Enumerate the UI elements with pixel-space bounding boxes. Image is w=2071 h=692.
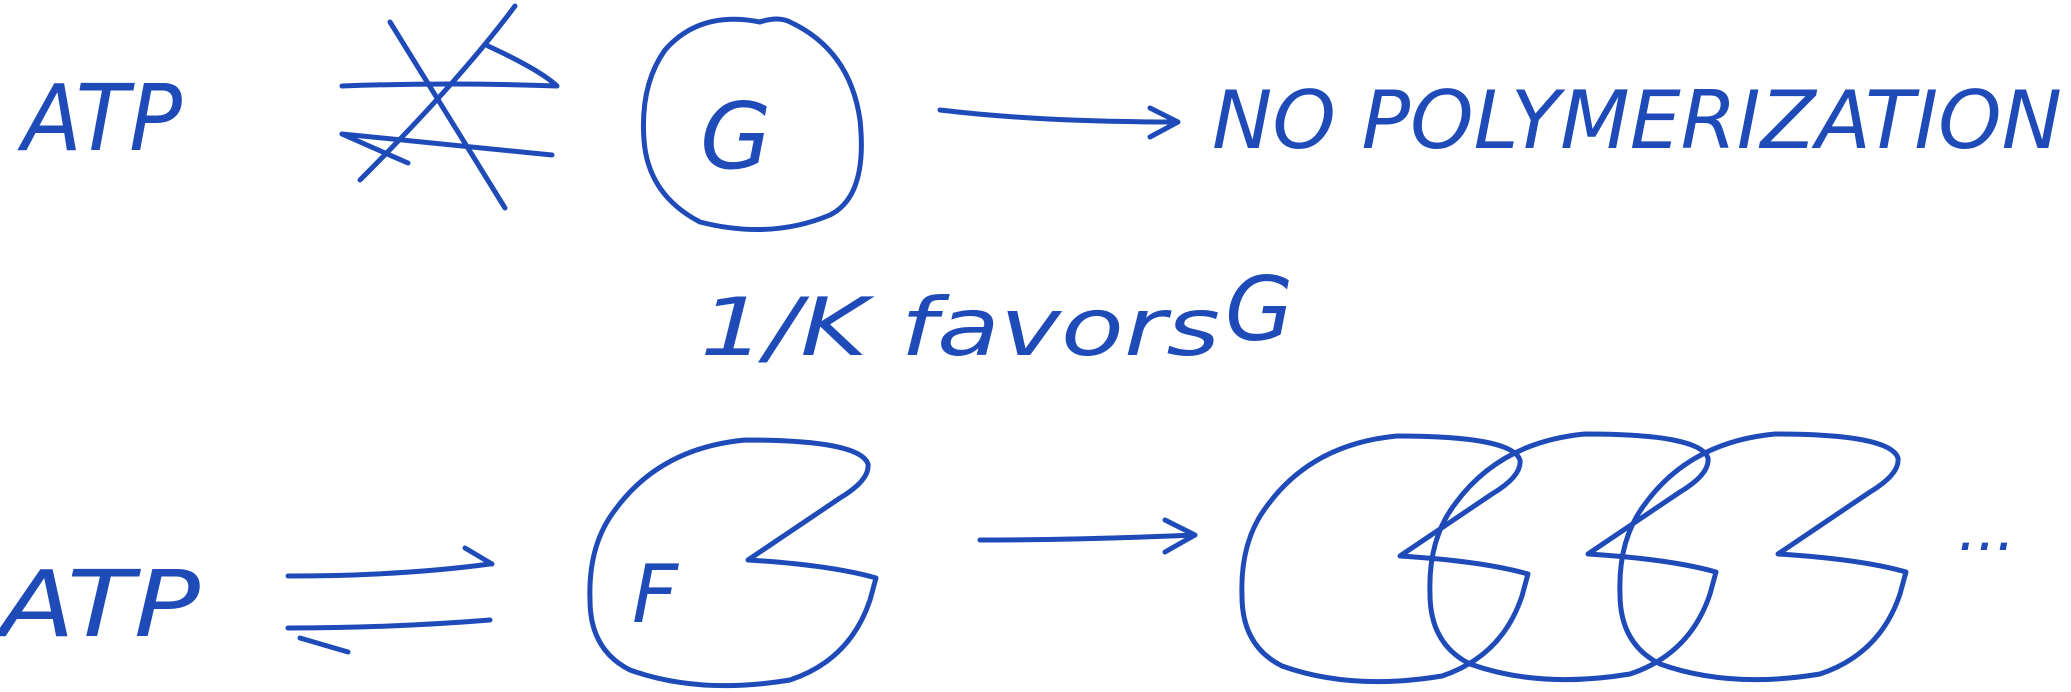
favored-g-label: G <box>1225 258 1293 361</box>
top-arrow <box>937 105 1181 140</box>
monomer-g-circle: G <box>640 16 864 233</box>
top-atp-label: ATP <box>17 65 182 172</box>
polymer-chain <box>1239 431 1909 685</box>
bottom-atp-label: ATP <box>0 551 201 658</box>
polymer-ellipsis: ... <box>1958 495 2015 565</box>
bottom-row: ATP F ... <box>0 431 2015 689</box>
top-row: ATP G NO POLYMERIZATION <box>17 3 2062 233</box>
bottom-arrow <box>977 517 1198 555</box>
no-polymerization-text: NO POLYMERIZATION <box>1212 74 2062 167</box>
top-g-label: G <box>700 83 771 190</box>
k-favors-text: 1/K favors <box>700 281 1220 374</box>
bottom-f-label: F <box>632 548 679 641</box>
crossed-equilibrium-arrows <box>339 3 560 211</box>
middle-row: 1/K favors G <box>700 258 1293 374</box>
equilibrium-arrows <box>285 545 495 655</box>
f-monomer-shape: F <box>587 437 879 689</box>
